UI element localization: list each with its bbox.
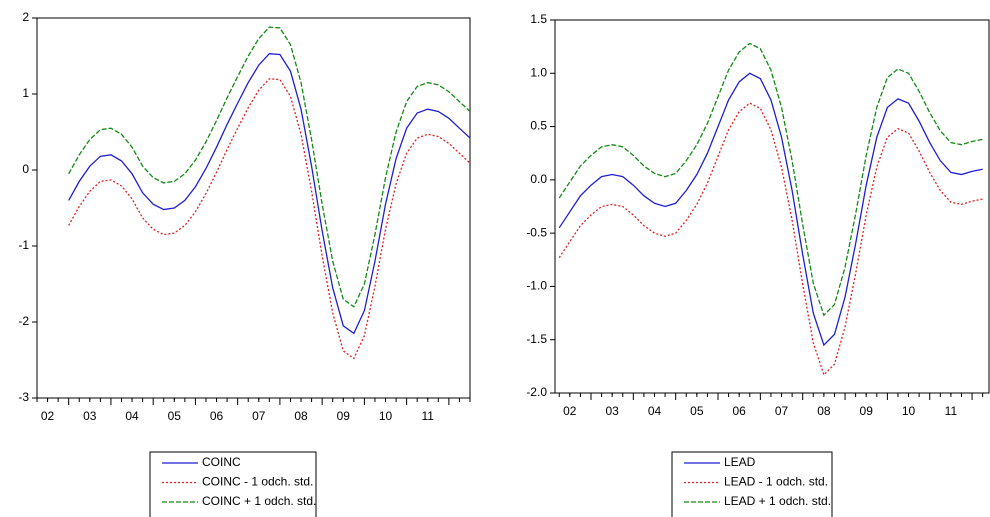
y-tick-label: -1.5 <box>526 332 547 346</box>
x-tick-label: 02 <box>41 409 55 423</box>
line <box>68 78 471 360</box>
legend-label: COINC + 1 odch. std. <box>202 494 316 508</box>
plot-frame <box>554 19 990 394</box>
y-tick-label: 2 <box>22 10 29 24</box>
x-tick-label: 04 <box>648 404 662 418</box>
x-tick-label: 06 <box>733 404 747 418</box>
y-tick-label: -2.0 <box>526 385 547 399</box>
legend-label: LEAD <box>724 455 756 469</box>
x-tick-label: 04 <box>125 409 139 423</box>
y-tick-label: 0 <box>22 162 29 176</box>
plot-frame <box>36 17 471 399</box>
y-tick-label: -3 <box>18 390 29 404</box>
y-tick-label: 0.0 <box>530 172 547 186</box>
y-tick-label: -0.5 <box>526 225 547 239</box>
y-tick-label: 1.5 <box>530 12 547 26</box>
x-tick-label: 05 <box>168 409 182 423</box>
legend-label: LEAD + 1 odch. std. <box>724 494 831 508</box>
x-tick-label: 02 <box>563 404 577 418</box>
x-tick-label: 10 <box>902 404 916 418</box>
x-tick-label: 09 <box>860 404 874 418</box>
x-tick-label: 03 <box>605 404 619 418</box>
line <box>558 72 983 347</box>
x-tick-label: 03 <box>83 409 97 423</box>
y-tick-label: -1 <box>18 238 29 252</box>
x-tick-label: 11 <box>422 409 435 423</box>
y-tick-label: -1.0 <box>526 279 547 293</box>
legend-box <box>671 451 833 517</box>
x-tick-label: 10 <box>379 409 393 423</box>
line <box>558 102 983 377</box>
y-tick-label: 1 <box>22 86 29 100</box>
legend-label: COINC <box>202 455 241 469</box>
line <box>68 26 471 308</box>
legend-label: LEAD - 1 odch. std. <box>724 475 828 489</box>
x-tick-label: 11 <box>945 404 958 418</box>
x-tick-label: 05 <box>690 404 704 418</box>
x-tick-label: 08 <box>817 404 831 418</box>
x-tick-label: 07 <box>775 404 789 418</box>
legend-box <box>149 451 317 517</box>
x-tick-label: 07 <box>252 409 266 423</box>
x-tick-label: 09 <box>337 409 351 423</box>
y-tick-label: -2 <box>18 314 29 328</box>
legend-label: COINC - 1 odch. std. <box>202 475 313 489</box>
x-tick-label: 06 <box>210 409 224 423</box>
y-tick-label: 1.0 <box>530 65 547 79</box>
line <box>68 53 471 335</box>
line <box>558 42 983 317</box>
x-tick-label: 08 <box>294 409 308 423</box>
y-tick-label: 0.5 <box>530 119 547 133</box>
